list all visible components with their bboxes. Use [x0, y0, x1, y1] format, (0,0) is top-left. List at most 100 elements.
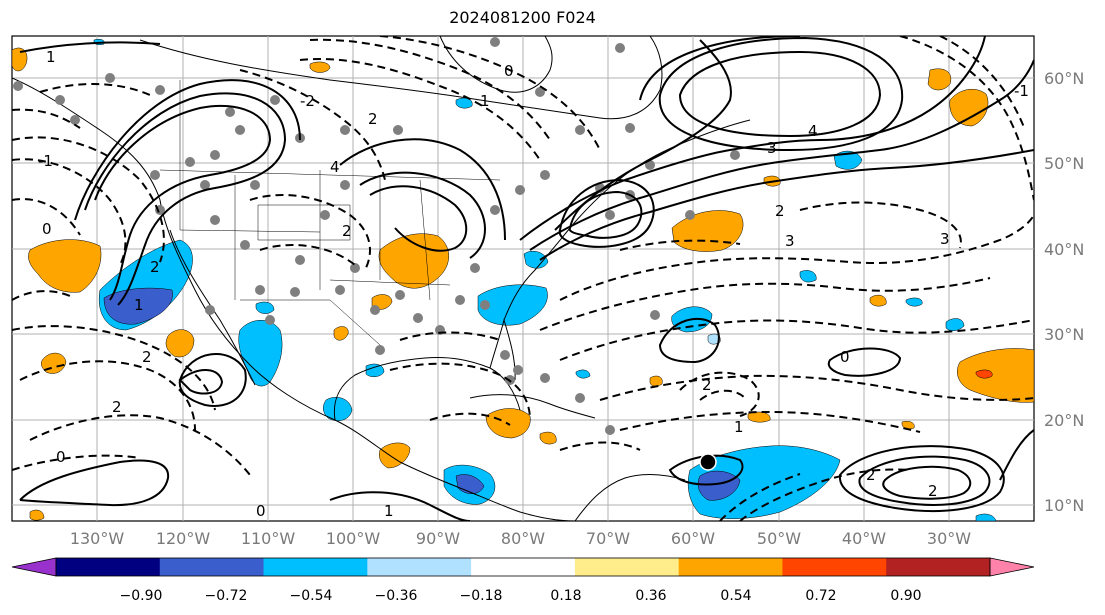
contour-south-loop [658, 317, 720, 364]
fill-blue [975, 513, 997, 521]
coastline-canada-north [139, 36, 663, 120]
lon-label: 50°W [757, 529, 801, 548]
contour-high-north [658, 36, 904, 152]
fill-orange [378, 233, 449, 289]
contour-loop-east [568, 190, 643, 239]
contour-label: 0 [256, 502, 266, 520]
contour-label: 4 [330, 158, 340, 176]
coastline-north-america [12, 77, 576, 521]
contour-label: 1 [384, 502, 394, 520]
fill-blue [323, 397, 353, 421]
coastline-south-america [574, 473, 686, 521]
anomaly-fills [12, 38, 1034, 521]
colorbar-tick-labels: −0.90 −0.72 −0.54 −0.36 −0.18 0.18 0.36 … [120, 588, 922, 604]
contour-atlantic-high [858, 455, 991, 506]
lon-label: 70°W [586, 529, 630, 548]
contour-label: 2 [112, 398, 122, 416]
fill-blue [945, 318, 965, 331]
contour-high-north [678, 50, 882, 138]
colorbar-tick: −0.18 [460, 588, 503, 604]
contour-mid [359, 171, 486, 259]
contour-mid [339, 138, 506, 241]
lat-label: 30°N [1044, 325, 1084, 344]
colorbar-swatch [574, 558, 680, 576]
fill-orange [927, 68, 952, 91]
lat-label: 20°N [1044, 411, 1084, 430]
contour-label: 3 [940, 230, 950, 248]
colorbar-swatch [263, 558, 368, 576]
colorbar-tick: −0.72 [205, 588, 248, 604]
contour-label: 3 [767, 139, 777, 157]
latitude-labels: 60°N 50°N 40°N 30°N 20°N 10°N [1044, 69, 1084, 515]
map-title: 2024081200 F024 [449, 8, 596, 27]
contour-label: 2 [342, 222, 352, 240]
coastline-cuba [469, 394, 596, 419]
lon-label: 80°W [501, 529, 545, 548]
contour-atlantic-high [882, 465, 972, 500]
contour-label: -1 [1014, 82, 1029, 100]
borders [159, 80, 501, 346]
fill-orange [649, 375, 663, 387]
fill-orange [29, 509, 45, 521]
fill-orange [12, 47, 28, 72]
colorbar-swatch [56, 558, 161, 576]
colorbar-tick: 0.36 [635, 588, 666, 604]
contours-dashed [12, 36, 1034, 521]
contour-label: -2 [300, 92, 315, 110]
contour-west-high [84, 92, 287, 306]
colorbar-tick: 0.72 [805, 588, 836, 604]
contour-label: 2 [775, 202, 785, 220]
contour-label: 2 [150, 258, 160, 276]
contour-label: 2 [368, 110, 378, 128]
fill-blue [799, 270, 817, 283]
colorbar-swatch [471, 558, 576, 576]
fill-blue [687, 445, 841, 519]
contour-mid [369, 185, 468, 252]
fill-orange [901, 421, 915, 430]
fill-blue [103, 287, 173, 325]
contour-west-high [74, 79, 301, 221]
contour-label: 2 [702, 376, 712, 394]
fill-orange [333, 326, 349, 341]
fill-orange [949, 88, 989, 127]
colorbar-outline [55, 557, 991, 577]
contour-label: 1 [734, 418, 744, 436]
contour-canada-west [19, 41, 161, 53]
colorbar-swatch [886, 558, 991, 576]
colorbar-arrow-right [989, 557, 1035, 577]
fill-blue [905, 297, 923, 307]
contour-label: 1 [480, 92, 490, 110]
storm-center-marker [699, 453, 717, 471]
lon-label: 120°W [156, 529, 211, 548]
fill-orange [28, 239, 102, 293]
fill-blue [455, 97, 473, 109]
colorbar-arrow-left [11, 557, 57, 577]
lat-label: 40°N [1044, 240, 1084, 259]
lon-label: 40°W [842, 529, 886, 548]
contour-ridge [529, 59, 1034, 251]
lon-label: 130°W [70, 529, 125, 548]
contour-loop-east [558, 178, 655, 248]
colorbar-tick: 0.54 [720, 588, 751, 604]
contour-labels: 1 2 3 4 3 2 3 1 2 0 2 1 2 2 2 0 1 0 -1 -… [38, 48, 1029, 520]
lon-label: 110°W [241, 529, 296, 548]
colorbar-tick: 0.90 [890, 588, 921, 604]
fill-blue [255, 301, 275, 314]
contour-ridge [554, 39, 732, 231]
contour-ridge [539, 149, 1034, 261]
colorbar-swatch [782, 558, 887, 576]
contour-south-loop [178, 369, 224, 395]
contour-west-high [94, 104, 272, 301]
contour-south-loop [178, 353, 247, 407]
colorbar-tick: −0.90 [120, 588, 163, 604]
contour-label: 2 [142, 348, 152, 366]
lon-label: 90°W [416, 529, 460, 548]
longitude-labels: 130°W 120°W 110°W 100°W 90°W 80°W 70°W 6… [70, 529, 971, 548]
colorbar-tick: −0.36 [375, 588, 418, 604]
coastline-baja [169, 229, 256, 386]
colorbar-tick: −0.54 [290, 588, 333, 604]
colorbar-tick: 0.18 [550, 588, 581, 604]
contour-high-north [639, 36, 801, 101]
coastline-gulf [333, 357, 521, 421]
